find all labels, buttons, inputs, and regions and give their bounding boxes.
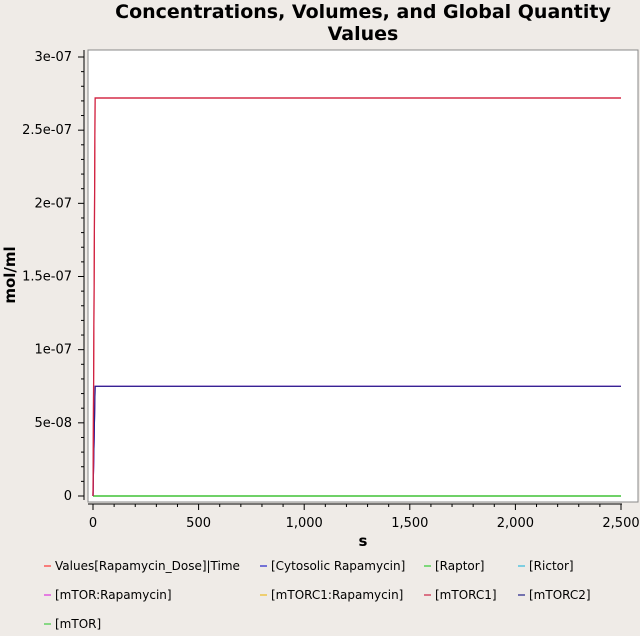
- y-axis-ticks: 0 5e-08 1e-07 1.5e-07 2e-07 2.5e-07 3e-07: [22, 50, 84, 504]
- legend-label-mtorc2: [mTORC2]: [529, 588, 591, 602]
- chart-title: Concentrations, Volumes, and Global Quan…: [115, 1, 611, 45]
- x-tick-label: 1,000: [286, 516, 323, 531]
- legend-label-values-rapamycin-dose-time: Values[Rapamycin_Dose]|Time: [55, 559, 240, 573]
- y-axis-label: mol/ml: [1, 246, 19, 303]
- y-tick-label: 2e-07: [34, 196, 72, 211]
- chart-title-line-1: Concentrations, Volumes, and Global Quan…: [115, 1, 611, 23]
- x-axis-label: s: [359, 532, 368, 550]
- x-tick-label: 500: [186, 516, 211, 531]
- legend-label-mtor: [mTOR]: [55, 617, 101, 631]
- y-tick-label: 2.5e-07: [22, 123, 72, 138]
- y-tick-label: 1.5e-07: [22, 270, 72, 285]
- legend-label-raptor: [Raptor]: [435, 559, 484, 573]
- legend-label-mtorc1-rapamycin: [mTORC1:Rapamycin]: [271, 588, 403, 602]
- x-axis-ticks: 0 500 1,000 1,500 2,000 2,500: [89, 504, 640, 531]
- y-tick-label: 3e-07: [34, 50, 72, 65]
- x-tick-label: 1,500: [391, 516, 428, 531]
- legend-label-cytosolic-rapamycin: [Cytosolic Rapamycin]: [271, 559, 405, 573]
- series-lines: [92, 97, 621, 497]
- x-tick-label: 2,000: [497, 516, 534, 531]
- y-tick-label: 5e-08: [34, 416, 72, 431]
- x-tick-label: 0: [89, 516, 97, 531]
- y-tick-label: 1e-07: [34, 343, 72, 358]
- legend: Values[Rapamycin_Dose]|Time [Cytosolic Ra…: [44, 559, 591, 631]
- legend-label-mtorc1: [mTORC1]: [435, 588, 497, 602]
- chart-title-line-2: Values: [328, 23, 399, 45]
- legend-label-mtor-rapamycin: [mTOR:Rapamycin]: [55, 588, 172, 602]
- plot-area: [87, 49, 639, 503]
- legend-label-rictor: [Rictor]: [529, 559, 574, 573]
- x-tick-label: 2,500: [602, 516, 639, 531]
- series-line-mtorc1: [92, 97, 621, 497]
- y-tick-label: 0: [64, 489, 72, 504]
